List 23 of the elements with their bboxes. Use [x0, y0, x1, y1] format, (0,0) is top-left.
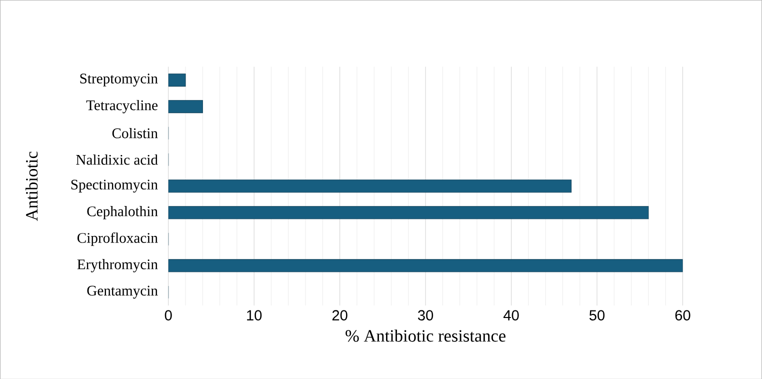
y-tick-label: Ciprofloxacin: [78, 232, 158, 246]
x-tick-label: 30: [418, 310, 434, 320]
y-axis-title: Antibiotic: [26, 151, 38, 221]
x-axis-title: % Antibiotic resistance: [346, 329, 506, 342]
x-tick-label: 40: [503, 310, 519, 320]
bar: [168, 73, 186, 86]
y-tick-label: Colistin: [112, 128, 158, 138]
x-tick-label: 50: [589, 310, 605, 320]
y-tick-label: Spectinomycin: [71, 180, 158, 192]
x-tick-label: 20: [332, 310, 348, 320]
y-tick-label: Gentamycin: [87, 286, 158, 298]
bar: [168, 179, 572, 192]
bar: [168, 259, 683, 272]
bar: [168, 100, 203, 113]
y-tick-label: Streptomycin: [80, 73, 158, 86]
y-tick-label: Erythromycin: [77, 258, 158, 272]
y-tick-label: Cephalothin: [87, 206, 158, 220]
y-tick-label: Tetracycline: [86, 100, 158, 114]
x-tick-label: 0: [164, 310, 172, 320]
x-tick-label: 60: [675, 310, 690, 320]
bar: [168, 206, 649, 219]
x-tick-label: 10: [247, 310, 262, 320]
y-tick-label: Nalidixic acid: [76, 154, 158, 165]
